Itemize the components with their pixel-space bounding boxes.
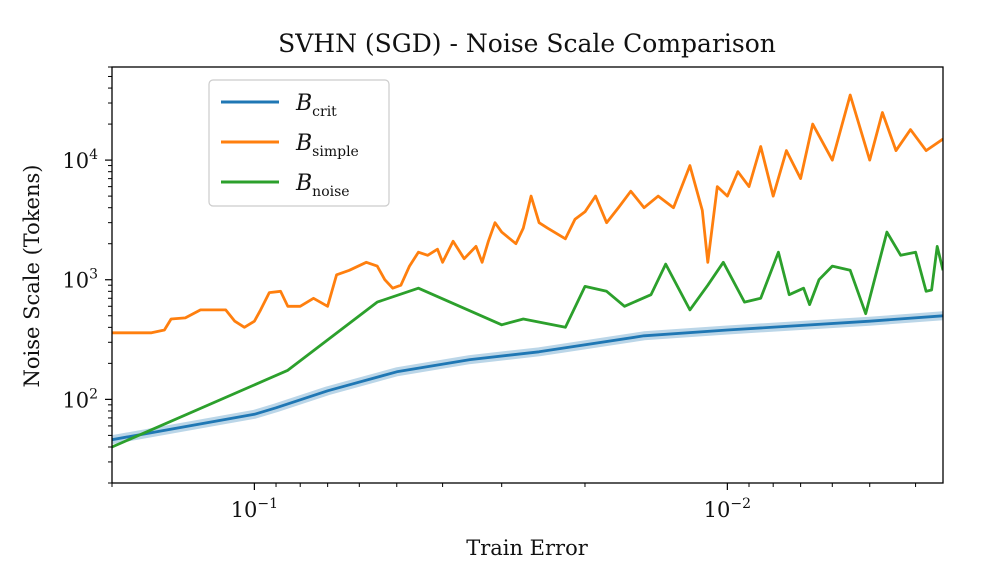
y-axis-label: Noise Scale (Tokens) [20, 165, 44, 388]
plot-area: 102 103 104 10−1 10−2 [62, 66, 944, 522]
legend: Bcrit Bsimple Bnoise [208, 79, 390, 207]
series-line-simple [112, 93, 943, 335]
series-line-crit [112, 314, 943, 442]
series-line-noise [112, 230, 943, 449]
y-tick-label: 103 [62, 267, 98, 293]
axes-frame [111, 66, 944, 484]
legend-label-noise: Bnoise [295, 171, 350, 200]
y-tick-label: 104 [62, 147, 98, 173]
x-tick-label: 10−1 [231, 496, 278, 522]
chart-title: SVHN (SGD) - Noise Scale Comparison [278, 29, 776, 58]
legend-label-crit: Bcrit [295, 91, 337, 120]
legend-box [208, 79, 390, 207]
legend-label-simple: Bsimple [295, 131, 359, 160]
x-axis-label: Train Error [466, 536, 589, 560]
x-tick-label: 10−2 [704, 496, 751, 522]
series-band-crit [112, 311, 943, 445]
y-tick-label: 102 [62, 386, 98, 412]
